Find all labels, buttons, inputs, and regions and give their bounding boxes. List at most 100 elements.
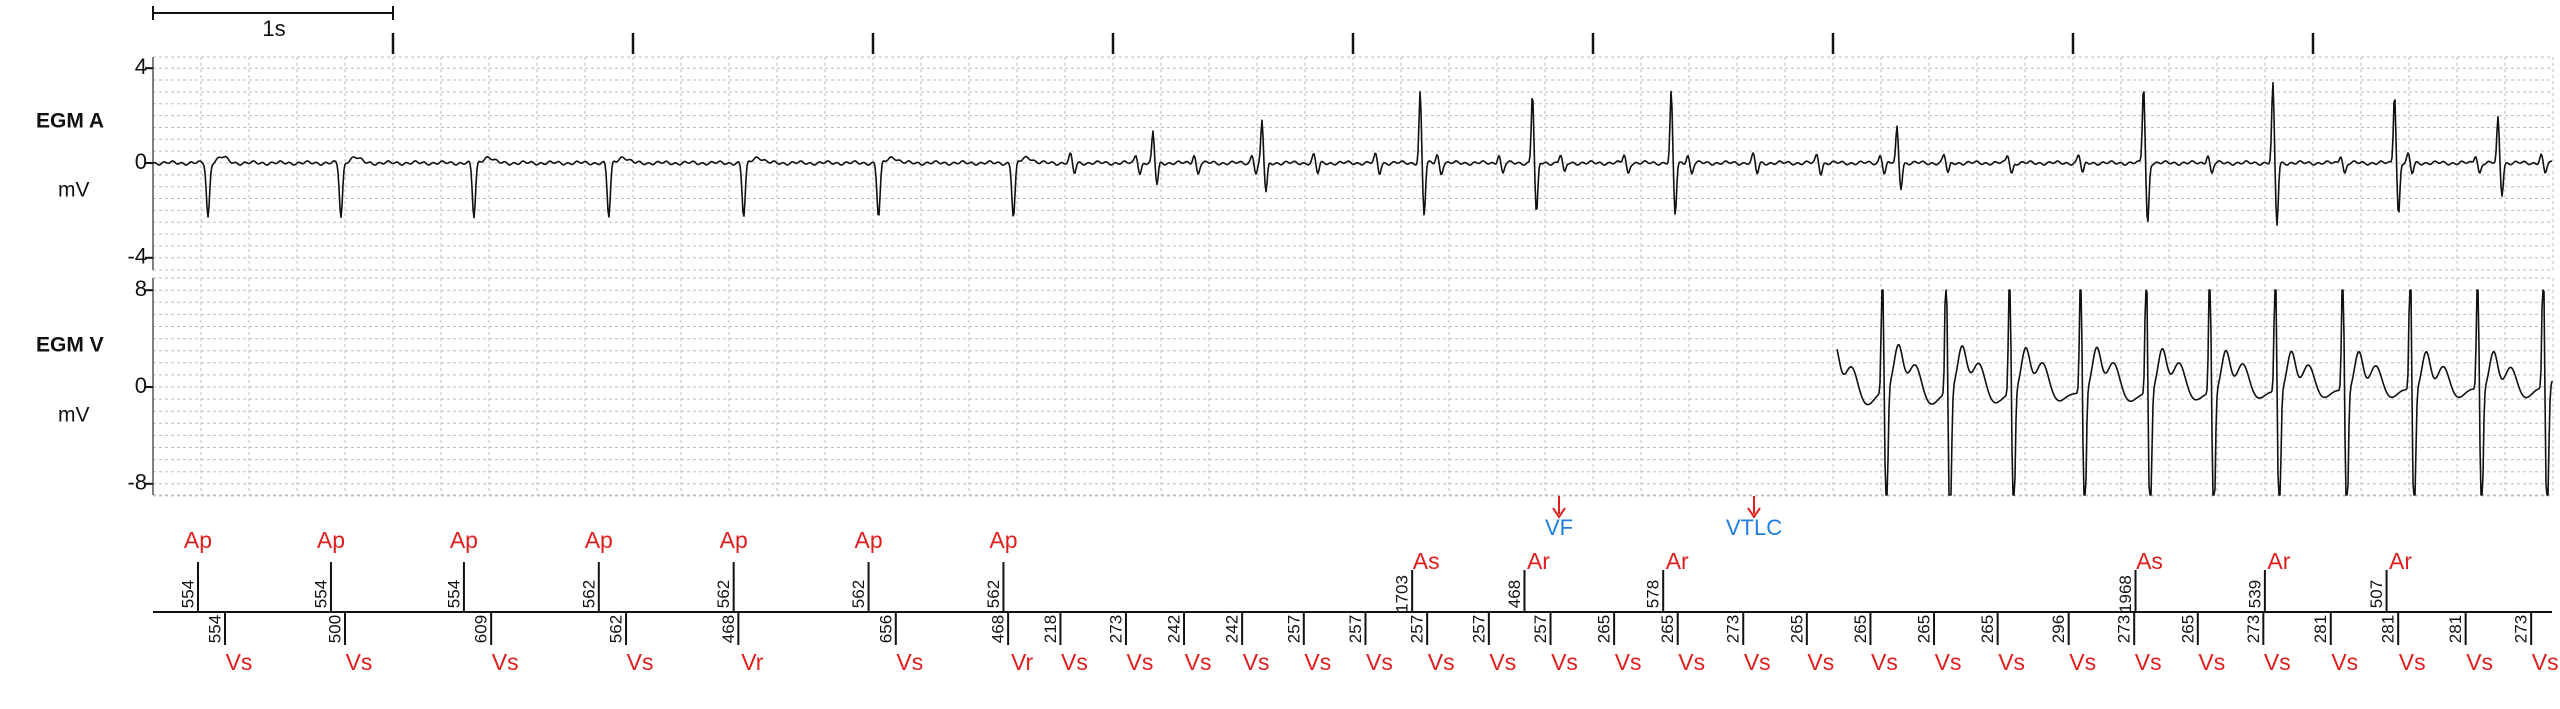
marker-label: Vs (2135, 649, 2162, 675)
marker-label: Ap (720, 527, 748, 553)
marker-label: Vs (1061, 649, 1088, 675)
annotation-arrowhead (1552, 507, 1566, 519)
marker-label: Vs (1998, 649, 2025, 675)
marker-label: Ap (450, 527, 478, 553)
interval-label: 468 (1505, 580, 1524, 608)
interval-label: 257 (1469, 615, 1488, 643)
interval-label: 507 (2367, 580, 2386, 608)
channel-unit: mV (58, 404, 90, 427)
marker-label: Vs (1551, 649, 1578, 675)
interval-label: 656 (876, 615, 895, 643)
marker-label: Ar (2267, 548, 2290, 574)
marker-label: Ar (1527, 548, 1550, 574)
interval-label: 562 (984, 580, 1003, 608)
marker-label: Ar (1666, 548, 1689, 574)
interval-label: 218 (1041, 615, 1060, 643)
interval-label: 265 (1658, 615, 1677, 643)
marker-label: Vs (1744, 649, 1771, 675)
marker-label: Vs (1678, 649, 1705, 675)
interval-label: 1703 (1393, 575, 1412, 613)
marker-label: Vs (492, 649, 519, 675)
marker-label: Vs (2331, 649, 2358, 675)
y-tick-label: 8 (135, 276, 147, 301)
interval-label: 554 (178, 580, 197, 608)
interval-label: 281 (2446, 615, 2465, 643)
marker-label: Vs (627, 649, 654, 675)
interval-label: 554 (444, 580, 463, 608)
marker-label: Vs (1489, 649, 1516, 675)
y-tick-label: 0 (135, 149, 147, 174)
marker-label: Vs (2264, 649, 2291, 675)
interval-label: 562 (579, 580, 598, 608)
marker-label: Vs (1935, 649, 1962, 675)
marker-label: Vs (2532, 649, 2559, 675)
interval-label: 257 (1284, 615, 1303, 643)
marker-label: Vs (1185, 649, 1212, 675)
marker-label: Vr (1011, 649, 1033, 675)
marker-label: Vs (1871, 649, 1898, 675)
scale-label: 1s (262, 16, 285, 41)
marker-label: Vs (346, 649, 373, 675)
interval-label: 273 (1106, 615, 1125, 643)
interval-label: 257 (1408, 615, 1427, 643)
interval-label: 468 (719, 615, 738, 643)
annotation-label: VF (1545, 515, 1573, 540)
interval-label: 609 (472, 615, 491, 643)
interval-label: 554 (311, 580, 330, 608)
interval-label: 539 (2245, 580, 2264, 608)
y-tick-label: -8 (127, 470, 147, 495)
y-tick-label: -4 (127, 244, 147, 269)
interval-label: 273 (2512, 615, 2531, 643)
marker-label: Ar (2389, 548, 2412, 574)
interval-label: 562 (849, 580, 868, 608)
y-tick-label: 4 (135, 54, 147, 79)
interval-label: 265 (1787, 615, 1806, 643)
marker-label: Vs (226, 649, 253, 675)
interval-label: 242 (1223, 615, 1242, 643)
interval-label: 468 (989, 615, 1008, 643)
annotation-label: VTLC (1726, 515, 1782, 540)
marker-label: Vs (2466, 649, 2493, 675)
interval-label: 257 (1531, 615, 1550, 643)
interval-label: 265 (1915, 615, 1934, 643)
marker-label: Ap (854, 527, 882, 553)
marker-label: Vs (2399, 649, 2426, 675)
interval-label: 273 (2244, 615, 2263, 643)
interval-label: 281 (2379, 615, 2398, 643)
marker-label: Vs (1127, 649, 1154, 675)
interval-label: 578 (1644, 580, 1663, 608)
interval-label: 242 (1165, 615, 1184, 643)
marker-label: Vs (1615, 649, 1642, 675)
interval-label: 500 (325, 615, 344, 643)
interval-label: 257 (1346, 615, 1365, 643)
interval-label: 265 (2178, 615, 2197, 643)
marker-label: As (1413, 548, 1440, 574)
marker-label: Ap (585, 527, 613, 553)
annotation-arrowhead (1747, 507, 1761, 519)
channel-label: EGM V (36, 334, 104, 357)
interval-label: 1968 (2116, 575, 2135, 613)
marker-label: Vs (1807, 649, 1834, 675)
marker-label: Vr (741, 649, 763, 675)
interval-label: 273 (1724, 615, 1743, 643)
interval-label: 296 (2049, 615, 2068, 643)
interval-label: 554 (205, 615, 224, 643)
marker-label: Vs (2198, 649, 2225, 675)
interval-label: 273 (2115, 615, 2134, 643)
interval-label: 265 (1851, 615, 1870, 643)
marker-label: Vs (1366, 649, 1393, 675)
marker-label: Vs (2069, 649, 2096, 675)
marker-label: Vs (1428, 649, 1455, 675)
y-tick-label: 0 (135, 373, 147, 398)
marker-label: Ap (989, 527, 1017, 553)
egm-trace (1836, 289, 2553, 496)
marker-label: Ap (317, 527, 345, 553)
egm-trace (152, 81, 2553, 226)
marker-label: As (2136, 548, 2163, 574)
interval-label: 562 (607, 615, 626, 643)
marker-label: Vs (1304, 649, 1331, 675)
channel-label: EGM A (36, 110, 104, 133)
interval-label: 265 (1978, 615, 1997, 643)
marker-label: Ap (184, 527, 212, 553)
